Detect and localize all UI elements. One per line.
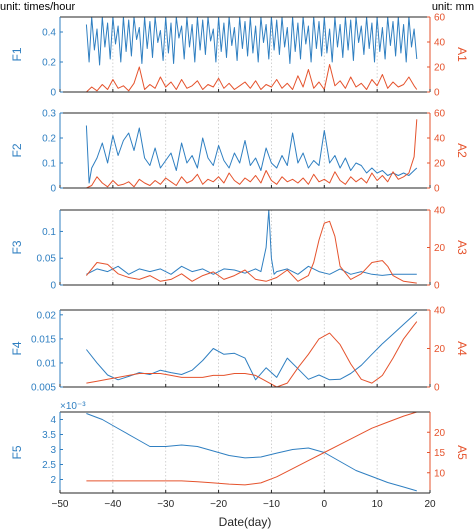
right-axis-label: A3: [455, 240, 469, 255]
left-tick-label: 0.015: [31, 334, 56, 345]
left-tick-label: 0.2: [42, 134, 56, 145]
right-tick-label: 0: [434, 383, 440, 394]
left-axis-label: F3: [10, 240, 24, 254]
left-axis-label: F5: [10, 445, 24, 459]
left-tick-label: 0.2: [42, 58, 56, 69]
left-tick-label: 0.01: [37, 358, 57, 369]
right-axis-label: A2: [455, 143, 469, 158]
left-tick-label: 0: [50, 281, 56, 292]
left-tick-label: 3: [50, 445, 56, 456]
x-tick-label: 10: [372, 499, 384, 510]
panel-2: 0 0.1 0.2 0.3 0 20 40 60 F2 A2: [10, 109, 469, 195]
left-tick-label: 0: [50, 88, 56, 99]
right-tick-label: 20: [434, 243, 446, 254]
right-tick-label: 20: [434, 63, 446, 74]
right-unit-label: unit: mm: [432, 1, 474, 13]
left-axis-label: F4: [10, 341, 24, 355]
left-series-line-5: [86, 413, 417, 492]
left-tick-label: 2.5: [42, 460, 56, 471]
right-tick-label: 40: [434, 206, 446, 217]
right-tick-label: 20: [434, 159, 446, 170]
left-unit-label: unit: times/hour: [0, 1, 76, 13]
left-tick-label: 0.05: [37, 254, 57, 265]
left-series-line-4: [86, 312, 418, 381]
panel-3: 0 0.05 0.1 0 20 40 F3 A3: [10, 206, 469, 292]
right-tick-label: 10: [434, 468, 446, 479]
right-tick-label: 60: [434, 109, 446, 120]
right-tick-label: 0: [434, 88, 440, 99]
left-tick-label: 0.1: [42, 227, 56, 238]
right-tick-label: 0: [434, 281, 440, 292]
right-tick-label: 40: [434, 134, 446, 145]
panel-1: 0 0.2 0.4 0 20 40 60 F1 A1: [10, 13, 469, 99]
x-tick-label: −30: [157, 499, 174, 510]
right-series-line-4: [86, 321, 418, 388]
x-tick-label: −50: [52, 499, 69, 510]
left-series-line-3: [86, 209, 417, 276]
left-tick-label: 0: [50, 184, 56, 195]
left-series-line-1: [85, 16, 418, 66]
right-tick-label: 40: [434, 38, 446, 49]
left-tick-label: 0.3: [42, 109, 56, 120]
x-tick-label: −10: [263, 499, 280, 510]
left-tick-label: 4: [50, 415, 56, 426]
right-tick-label: 20: [434, 344, 446, 355]
right-series-line-5: [86, 411, 417, 486]
left-exponent-label: ×10⁻³: [60, 401, 86, 412]
left-tick-label: 0.1: [42, 159, 56, 170]
left-axis-label: F2: [10, 143, 24, 157]
x-tick-label: −40: [104, 499, 121, 510]
right-tick-label: 0: [434, 184, 440, 195]
x-axis: −50 −40 −30 −20 −10 0 10 20: [52, 499, 436, 510]
right-tick-label: 20: [434, 428, 446, 439]
left-series-line-2: [85, 125, 418, 184]
left-tick-label: 0.4: [42, 28, 56, 39]
left-axis-label: F1: [10, 47, 24, 61]
right-axis-label: A1: [455, 47, 469, 62]
right-tick-label: 60: [434, 13, 446, 24]
x-tick-label: −20: [210, 499, 227, 510]
right-series-line-3: [86, 220, 417, 284]
left-tick-label: 3.5: [42, 430, 56, 441]
left-tick-label: 2: [50, 475, 56, 486]
x-tick-label: 20: [424, 499, 436, 510]
left-tick-label: 0.02: [37, 310, 57, 321]
panel-5: 2 2.5 3 3.5 4 10 15 20 ×10⁻³ F5 A5: [10, 401, 469, 494]
right-series-line-1: [86, 64, 418, 93]
x-tick-label: 0: [322, 499, 328, 510]
right-axis-label: A5: [455, 445, 469, 460]
right-tick-label: 15: [434, 448, 446, 459]
x-axis-label: Date(day): [219, 515, 272, 529]
panel-4: 0.005 0.01 0.015 0.02 0 20 40 F4 A4: [10, 306, 469, 394]
right-axis-label: A4: [455, 341, 469, 356]
right-series-line-2: [86, 119, 418, 189]
left-tick-label: 0.005: [31, 383, 56, 394]
right-tick-label: 40: [434, 306, 446, 317]
